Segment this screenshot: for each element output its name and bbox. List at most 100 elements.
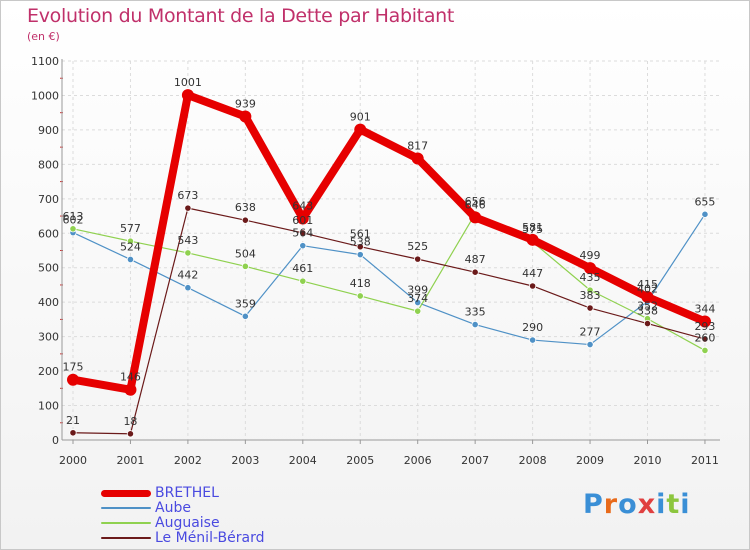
data-label: 656 [465,195,486,208]
data-point [641,291,654,304]
data-label: 655 [694,195,715,208]
y-tick-label: 1100 [31,55,59,68]
data-point [469,211,482,224]
data-label: 646 [465,198,486,211]
data-label: 383 [580,289,601,302]
legend-label: BRETHEL [155,485,219,501]
grid [62,60,720,441]
legend-swatch [101,537,151,539]
data-point [356,251,364,259]
x-tick-label: 2000 [59,454,87,467]
data-point [643,319,652,328]
data-label: 638 [235,201,256,214]
data-point [356,292,364,300]
data-label: 577 [120,222,141,235]
legend-item: Aube [101,501,361,516]
data-label: 435 [580,271,601,284]
data-label: 402 [637,282,658,295]
data-point [414,255,422,263]
series-line [69,91,709,394]
data-label: 939 [235,97,256,110]
data-label: 504 [235,247,256,260]
data-point [471,320,479,329]
y-tick-label: 400 [38,296,59,309]
data-label: 352 [637,300,658,313]
data-point [528,336,537,344]
y-tick-label: 700 [38,193,59,206]
data-label: 338 [637,305,658,318]
data-label: 673 [177,189,198,202]
y-tick-label: 600 [38,227,59,240]
data-label: 399 [407,284,428,297]
data-point [69,429,77,437]
series-layer [67,89,711,438]
data-label: 561 [350,228,371,241]
data-point [184,249,192,257]
proxiti-logo: Proxiti [583,489,691,520]
data-label: 418 [350,277,371,290]
data-label: 447 [522,267,543,280]
data-point [69,225,77,233]
y-tick-label: 100 [38,400,59,413]
data-label: 525 [407,240,428,253]
legend-item: Auguaise [101,516,361,531]
series-line [72,213,706,346]
legend-label: Le Ménil-Bérard [155,530,265,546]
data-label: 613 [63,210,84,223]
data-label: 18 [123,415,137,428]
x-tick-label: 2011 [691,454,719,467]
y-tick-label: 900 [38,124,59,137]
x-tick-label: 2003 [231,454,259,467]
x-tick-label: 2005 [346,454,374,467]
data-point [126,430,135,438]
logo-letter: t [666,489,681,520]
chart-title: Evolution du Montant de la Dette par Hab… [27,5,455,27]
data-label: 290 [522,321,543,334]
data-label: 415 [637,278,658,291]
logo-letter: r [603,489,619,520]
logo-letter: o [618,489,638,520]
data-label: 575 [522,223,543,236]
data-point [241,216,249,224]
series-line [72,207,706,435]
logo-letter: P [583,489,604,520]
y-tick-label: 200 [38,365,59,378]
series-le-menil-berard [69,204,709,438]
data-label: 643 [292,199,313,212]
data-label: 601 [292,214,313,227]
data-labels: 175 146 1001 939 643 901 817 646 581 499 415 344 602… [63,76,716,428]
legend-swatch [101,490,151,497]
x-tick-label: 2007 [461,454,489,467]
legend-swatch [101,507,151,509]
data-point [411,152,424,165]
data-point [414,298,422,307]
data-label: 359 [235,297,256,310]
series-line [72,213,706,352]
data-point [299,229,307,237]
data-label: 1001 [174,76,202,89]
data-point [124,383,137,396]
data-label: 442 [177,269,198,282]
data-label: 344 [694,302,715,315]
data-label: 543 [177,234,198,247]
data-label: 901 [350,111,371,124]
data-label: 538 [350,236,371,249]
logo-letter: i [656,489,667,520]
data-point [241,262,249,270]
data-point [239,110,252,123]
x-tick-label: 2006 [404,454,432,467]
x-tick-label: 2002 [174,454,202,467]
legend-label: Aube [155,500,191,516]
data-point [526,233,539,246]
x-tick-label: 2010 [634,454,662,467]
data-label: 146 [120,371,141,384]
data-label: 487 [465,253,486,266]
data-label: 461 [292,262,313,275]
data-point [184,284,192,292]
data-point [586,304,594,312]
data-point [698,315,711,328]
data-label: 277 [580,326,601,339]
data-point [296,212,309,225]
data-label: 335 [465,306,486,319]
